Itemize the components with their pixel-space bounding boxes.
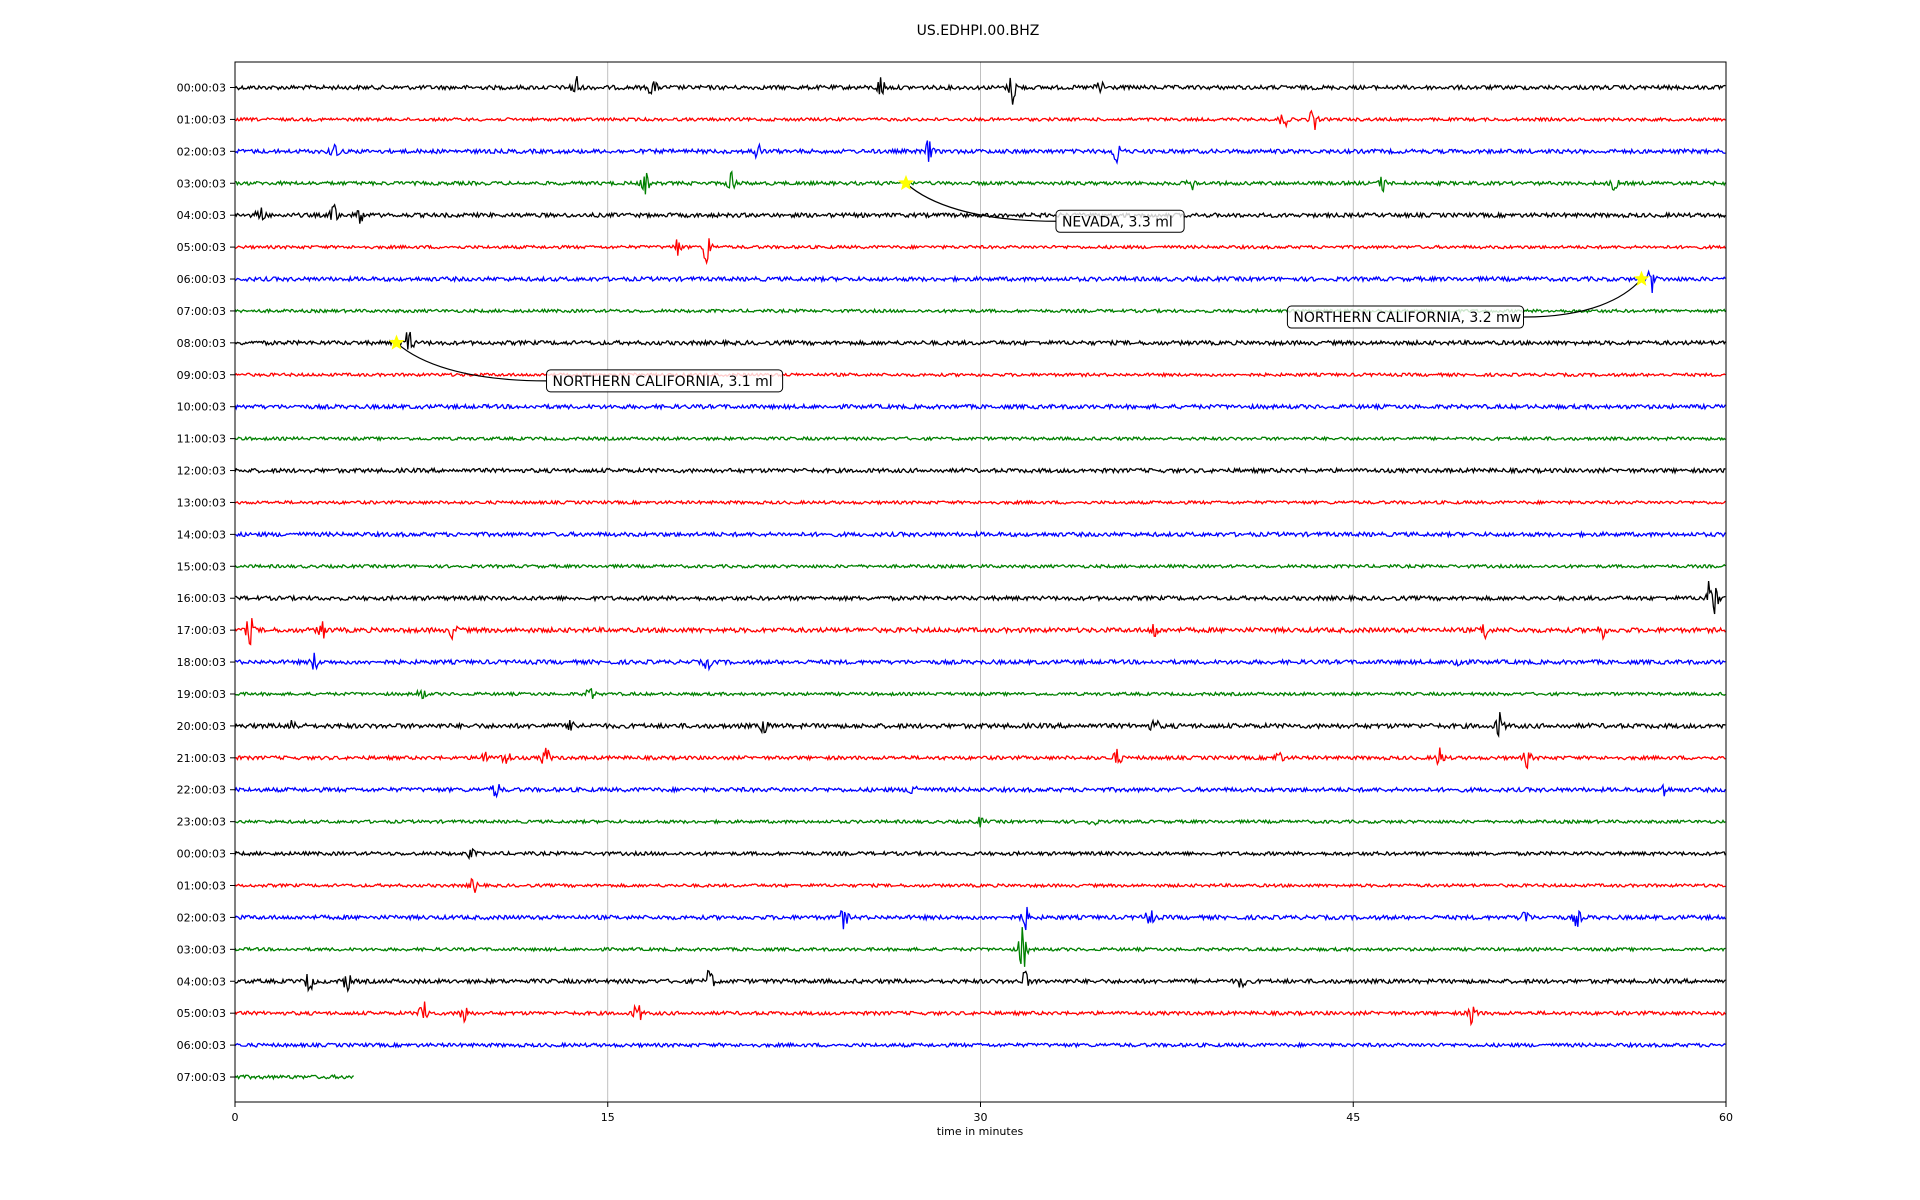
y-tick-label: 05:00:03 — [177, 1007, 226, 1020]
plot-frame — [234, 61, 1727, 1103]
seismic-trace — [234, 847, 1727, 861]
y-tick-labels: 00:00:03 01:00:03 02:00:03 03:00:03 04:00:03… — [177, 82, 235, 1084]
seismic-trace — [234, 712, 1726, 739]
seismic-trace — [234, 331, 1726, 350]
seismic-trace — [234, 76, 1726, 105]
event-label-box — [546, 369, 784, 393]
y-tick-label: 17:00:03 — [177, 624, 226, 637]
seismic-trace — [234, 530, 1726, 539]
y-tick-label: 11:00:03 — [177, 433, 226, 446]
x-axis-label: time in minutes — [937, 1125, 1024, 1138]
event-annotations: NEVADA, 3.3 ml NORTHERN CALIFORNIA, 3.2 m… — [388, 174, 1650, 393]
y-tick-label: 00:00:03 — [177, 82, 226, 95]
grid-lines — [607, 62, 1354, 1102]
y-tick-label: 06:00:03 — [177, 273, 226, 286]
seismic-trace — [234, 581, 1726, 615]
chart-title: US.EDHPI.00.BHZ — [917, 23, 1040, 39]
y-tick-label: 14:00:03 — [177, 528, 226, 541]
seismic-trace — [234, 563, 1726, 570]
y-tick-label: 04:00:03 — [177, 209, 226, 222]
y-tick-label: 01:00:03 — [177, 880, 226, 893]
seismic-trace — [234, 402, 1726, 412]
y-tick-label: 09:00:03 — [177, 369, 226, 382]
y-tick-label: 21:00:03 — [177, 752, 226, 765]
seismic-trace — [234, 140, 1726, 165]
seismic-trace — [234, 927, 1726, 967]
seismic-trace — [234, 747, 1726, 770]
y-tick-label: 12:00:03 — [177, 465, 226, 478]
seismic-trace — [234, 269, 1726, 294]
seismic-trace — [234, 466, 1726, 475]
seismic-trace — [234, 435, 1726, 442]
y-tick-label: 22:00:03 — [177, 784, 226, 797]
seismic-trace — [234, 371, 1726, 378]
y-tick-label: 04:00:03 — [177, 975, 226, 988]
seismic-trace — [234, 203, 1726, 224]
y-tick-label: 16:00:03 — [177, 592, 226, 605]
seismic-trace — [234, 816, 1726, 828]
event-label-box — [1286, 305, 1525, 329]
seismic-trace — [234, 109, 1726, 130]
y-tick-label: 02:00:03 — [177, 145, 226, 158]
y-tick-label: 20:00:03 — [177, 720, 226, 733]
seismic-trace — [234, 1041, 1726, 1049]
event-star-marker — [897, 174, 914, 191]
y-tick-label: 19:00:03 — [177, 688, 226, 701]
y-tick-label: 01:00:03 — [177, 113, 226, 126]
event-star-marker — [1633, 270, 1650, 286]
y-tick-label: 07:00:03 — [177, 305, 226, 318]
y-tick-label: 13:00:03 — [177, 496, 226, 509]
event-label: NORTHERN CALIFORNIA, 3.1 ml — [553, 374, 773, 390]
event-leader-line — [905, 182, 1056, 222]
x-tick-label: 15 — [601, 1111, 615, 1124]
event-label: NORTHERN CALIFORNIA, 3.2 mw — [1293, 310, 1521, 326]
event-leader-line — [1523, 278, 1642, 318]
seismic-trace — [234, 618, 1726, 646]
y-tick-label: 10:00:03 — [177, 401, 226, 414]
seismic-trace — [234, 1001, 1726, 1027]
y-tick-label: 08:00:03 — [177, 337, 226, 350]
x-tick-label: 0 — [232, 1111, 239, 1124]
seismic-trace — [234, 652, 1726, 672]
event-label-box — [1055, 209, 1185, 233]
x-tick-label: 45 — [1346, 1111, 1360, 1124]
x-axis: 0 15 30 45 60 — [232, 1102, 1733, 1124]
seismic-trace — [234, 170, 1726, 195]
seismic-trace — [234, 238, 1726, 266]
y-tick-label: 03:00:03 — [177, 177, 226, 190]
y-tick-label: 15:00:03 — [177, 560, 226, 573]
seismic-trace — [234, 906, 1726, 931]
event-star-marker — [388, 334, 405, 350]
trace-group — [234, 76, 1727, 1081]
seismic-trace — [234, 1073, 355, 1081]
seismic-trace — [234, 783, 1726, 799]
event-leader-line — [396, 342, 547, 382]
y-tick-label: 06:00:03 — [177, 1039, 226, 1052]
x-tick-label: 60 — [1719, 1111, 1733, 1124]
y-tick-label: 07:00:03 — [177, 1071, 226, 1084]
y-tick-label: 18:00:03 — [177, 656, 226, 669]
seismic-trace — [234, 969, 1726, 993]
event-label: NEVADA, 3.3 ml — [1062, 214, 1173, 230]
y-tick-label: 23:00:03 — [177, 816, 226, 829]
seismic-trace — [234, 877, 1726, 893]
y-tick-label: 05:00:03 — [177, 241, 226, 254]
y-tick-label: 03:00:03 — [177, 943, 226, 956]
seismic-trace — [234, 499, 1726, 506]
y-tick-label: 00:00:03 — [177, 848, 226, 861]
seismic-trace — [234, 687, 1726, 700]
x-tick-label: 30 — [974, 1111, 988, 1124]
y-tick-label: 02:00:03 — [177, 911, 226, 924]
